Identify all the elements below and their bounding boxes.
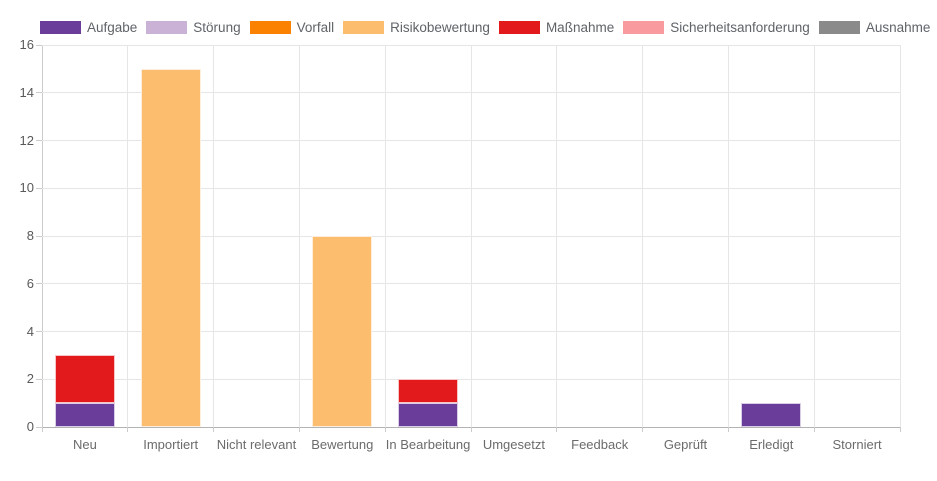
y-tick-14 (36, 92, 42, 94)
x-axis-label-neu: Neu (72, 437, 97, 452)
chart-legend: Aufgabe Störung Vorfall Risikobewertung Maßn… (40, 20, 930, 35)
x-axis-label-nicht-relevant: Nicht relevant (216, 437, 297, 452)
legend-item-ma-nahme[interactable]: Maßnahme (498, 20, 615, 35)
legend-label-ma-nahme: Maßnahme (545, 20, 615, 35)
gridline-x-2 (213, 45, 215, 427)
legend-swatch-ma-nahme (498, 21, 540, 34)
y-axis-label-4: 4 (26, 323, 34, 339)
legend-item-risikobewertung[interactable]: Risikobewertung (343, 20, 490, 35)
x-axis-label-storniert: Storniert (832, 437, 882, 452)
legend-label-ausnahme: Ausnahme (865, 20, 931, 35)
legend-item-st-rung[interactable]: Störung (146, 20, 241, 35)
x-tick-3 (298, 427, 300, 432)
x-tick-5 (470, 427, 472, 432)
x-tick-9 (813, 427, 815, 432)
y-tick-8 (36, 235, 42, 237)
y-tick-10 (36, 187, 42, 189)
plot-area (42, 44, 901, 428)
legend-label-risikobewertung: Risikobewertung (390, 20, 490, 35)
x-tick-6 (556, 427, 558, 432)
y-axis-label-12: 12 (19, 132, 34, 148)
y-axis-label-2: 2 (26, 371, 34, 387)
gridline-x-8 (727, 45, 729, 427)
x-tick-8 (727, 427, 729, 432)
y-axis-label-8: 8 (26, 228, 34, 243)
y-tick-16 (36, 44, 42, 46)
gridline-x-4 (384, 45, 386, 427)
bar-segment-aufgabe-neu[interactable] (54, 403, 115, 427)
legend-label-vorfall: Vorfall (296, 20, 335, 35)
y-axis-label-10: 10 (19, 180, 34, 196)
y-tick-2 (36, 378, 42, 380)
x-axis-label-feedback: Feedback (571, 437, 629, 452)
gridline-x-1 (127, 45, 129, 427)
bar-segment-aufgabe-in-bearbeitung[interactable] (398, 403, 459, 427)
bar-segment-ma-nahme-neu[interactable] (54, 355, 115, 404)
legend-item-vorfall[interactable]: Vorfall (249, 20, 335, 35)
y-tick-0 (36, 426, 42, 428)
bar-segment-risikobewertung-bewertung[interactable] (312, 236, 373, 427)
legend-label-sicherheitsanforderung: Sicherheitsanforderung (670, 20, 810, 35)
x-tick-0 (41, 427, 43, 432)
x-tick-2 (213, 427, 215, 432)
y-axis-label-14: 14 (19, 84, 34, 100)
x-axis-label-umgesetzt: Umgesetzt (482, 437, 545, 452)
y-axis-label-0: 0 (26, 419, 34, 434)
legend-label-aufgabe: Aufgabe (87, 20, 138, 35)
legend-swatch-sicherheitsanforderung (623, 21, 665, 34)
gridline-x-3 (298, 45, 300, 427)
y-tick-6 (36, 283, 42, 285)
x-axis-label-bewertung: Bewertung (311, 437, 374, 452)
x-tick-1 (127, 427, 129, 432)
gridline-x-5 (470, 45, 472, 427)
y-axis-label-6: 6 (26, 275, 34, 291)
gridline-x-7 (642, 45, 644, 427)
y-axis-label-16: 16 (19, 37, 34, 52)
gridline-x-10 (899, 45, 901, 427)
x-tick-10 (899, 427, 901, 432)
legend-item-aufgabe[interactable]: Aufgabe (40, 20, 137, 35)
gridline-x-9 (813, 45, 815, 427)
legend-swatch-aufgabe (40, 21, 81, 34)
legend-swatch-vorfall (249, 21, 291, 34)
gridline-x-6 (556, 45, 558, 427)
x-axis-label-importiert: Importiert (143, 437, 199, 452)
bar-segment-ma-nahme-in-bearbeitung[interactable] (398, 379, 459, 404)
y-tick-4 (36, 331, 42, 332)
legend-swatch-ausnahme (818, 21, 860, 34)
bar-segment-aufgabe-erledigt[interactable] (741, 403, 802, 427)
x-tick-7 (642, 427, 644, 432)
bar-segment-risikobewertung-importiert[interactable] (140, 68, 201, 427)
legend-swatch-st-rung (146, 21, 188, 34)
x-tick-4 (384, 427, 386, 432)
legend-swatch-risikobewertung (343, 21, 385, 34)
legend-item-sicherheitsanforderung[interactable]: Sicherheitsanforderung (623, 20, 810, 35)
x-axis-label-in-bearbeitung: In Bearbeitung (385, 437, 471, 452)
legend-item-ausnahme[interactable]: Ausnahme (818, 20, 931, 35)
x-axis-label-gepr-ft: Geprüft (663, 437, 708, 452)
y-tick-12 (36, 140, 42, 141)
legend-label-st-rung: Störung (193, 20, 241, 35)
x-axis-label-erledigt: Erledigt (749, 437, 794, 452)
